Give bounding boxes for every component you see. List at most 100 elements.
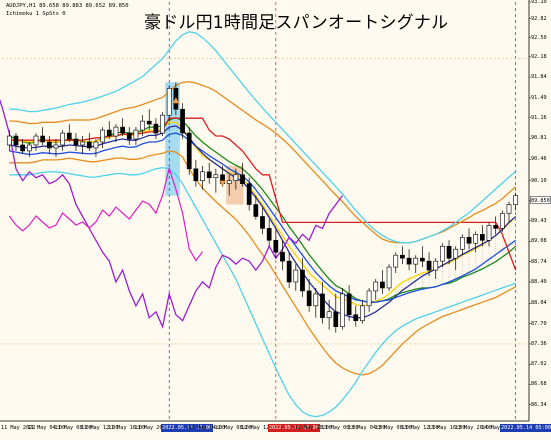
candle-body: [253, 204, 259, 217]
candle-body: [366, 290, 372, 307]
candle-body: [360, 305, 365, 322]
y-tick-label: 87.02: [531, 361, 547, 368]
candle-body: [293, 269, 299, 283]
candle-body: [226, 180, 232, 184]
candle-body: [60, 132, 65, 146]
candle-body: [53, 144, 59, 149]
chart-title: 豪ドル円1時間足スパンオートシグナル: [144, 13, 449, 33]
signal-zone-orange: [226, 165, 244, 205]
candle-body: [413, 257, 419, 265]
chikou-span-line: [0, 98, 343, 329]
candle-body: [440, 245, 445, 262]
series-line-6: [9, 31, 517, 244]
x-tick-label: 12 May 12:00: [241, 425, 279, 431]
candle-body: [120, 126, 125, 134]
series-line-7: [9, 166, 516, 418]
candle-body: [346, 293, 352, 316]
candle-body: [513, 195, 519, 205]
y-tick-label: 89.43: [531, 217, 547, 224]
candle-body: [180, 108, 185, 134]
candle-body: [326, 311, 332, 319]
y-tick-label: 91.84: [531, 74, 547, 81]
candle-body: [406, 257, 412, 265]
y-tick-label: 86.34: [531, 401, 547, 408]
x-tick-label: 11 May 12:00: [81, 425, 119, 431]
candle-body: [100, 129, 105, 143]
y-tick-label: 91.49: [531, 94, 547, 101]
x-tick-label: 13 May 00:00: [321, 425, 359, 431]
candle-body: [6, 135, 12, 146]
candle-body: [386, 266, 392, 289]
y-tick-label: 92.18: [531, 53, 547, 60]
candle-body: [13, 135, 19, 146]
candle-body: [146, 120, 152, 125]
candle-body: [73, 138, 79, 146]
candle-body: [153, 123, 159, 134]
candle-body: [200, 171, 205, 182]
candle-body: [106, 129, 112, 137]
candle-body: [40, 135, 46, 143]
candle-body: [140, 120, 145, 131]
y-tick-label: 93.10: [531, 0, 547, 5]
candle-body: [426, 260, 432, 271]
candle-body: [373, 281, 379, 292]
y-tick-label: 88.74: [531, 258, 547, 265]
series-line-1: [9, 121, 517, 307]
x-tick-label-highlighted: 2022.05.14 05:00: [500, 424, 551, 432]
y-tick-label: 88.04: [531, 300, 547, 307]
candle-body: [93, 141, 99, 149]
candle-body: [266, 228, 272, 241]
candle-body: [380, 281, 385, 289]
y-tick-label: 86.68: [531, 381, 547, 388]
y-tick-label: 88.40: [531, 278, 547, 285]
x-tick-label-highlighted: 2022.05.12 15:00: [267, 424, 320, 432]
candle-body: [300, 269, 305, 292]
candle-body: [86, 141, 92, 149]
magenta-signal-line: [8, 166, 203, 262]
candle-body: [160, 114, 165, 134]
x-tick-label-highlighted: 2022.05.11 23:00: [161, 424, 214, 432]
candle-body: [466, 237, 472, 244]
x-tick-label: 11 May 2022: [1, 425, 36, 431]
x-tick-label: 11 May 04:00: [27, 425, 66, 431]
x-tick-label: 13 May 12:00: [401, 425, 439, 431]
y-tick-label: 90.46: [531, 156, 547, 163]
x-tick-label: 12 May 08:00: [214, 425, 252, 431]
x-tick-label: 13 May 20:00: [454, 425, 493, 431]
candle-body: [486, 225, 492, 241]
y-tick-label: 90.10: [531, 177, 547, 184]
series-line-3: [9, 117, 517, 271]
x-tick-label: 11 May 20:00: [134, 425, 172, 431]
candle-body: [240, 174, 245, 184]
candle-body: [506, 204, 512, 214]
candle-body: [126, 132, 132, 140]
x-tick-label: 11 May 08:00: [54, 425, 92, 431]
candle-body: [113, 126, 119, 137]
candle-body: [133, 129, 139, 140]
series-line-2: [9, 132, 517, 303]
y-tick-label: 90.81: [531, 135, 547, 142]
y-tick-label: 92.50: [531, 34, 547, 41]
candle-body: [206, 171, 212, 179]
candle-body: [33, 135, 39, 146]
candle-body: [320, 293, 325, 319]
symbol-header: AUDJPY,H1 89.658 89.883 89.652 89.850: [6, 3, 129, 9]
candle-body: [66, 132, 72, 140]
candle-body: [46, 141, 52, 149]
candle-body: [213, 174, 219, 179]
candle-body: [453, 248, 459, 259]
x-tick-label: 13 May 04:00: [347, 425, 386, 431]
y-tick-label: 87.70: [531, 320, 547, 327]
candle-body: [433, 260, 439, 271]
x-tick-label: 12 May 04:00: [187, 425, 226, 431]
x-tick-label: 13 May 16:00: [427, 425, 466, 431]
candle-body: [493, 225, 499, 229]
series-line-5: [9, 150, 517, 376]
candle-body: [473, 234, 479, 244]
y-tick-label: 92.82: [531, 15, 547, 22]
candle-body: [186, 132, 192, 170]
candle-body: [273, 239, 279, 253]
buy-signal-arrow: [219, 180, 226, 187]
candle-body: [446, 245, 452, 259]
